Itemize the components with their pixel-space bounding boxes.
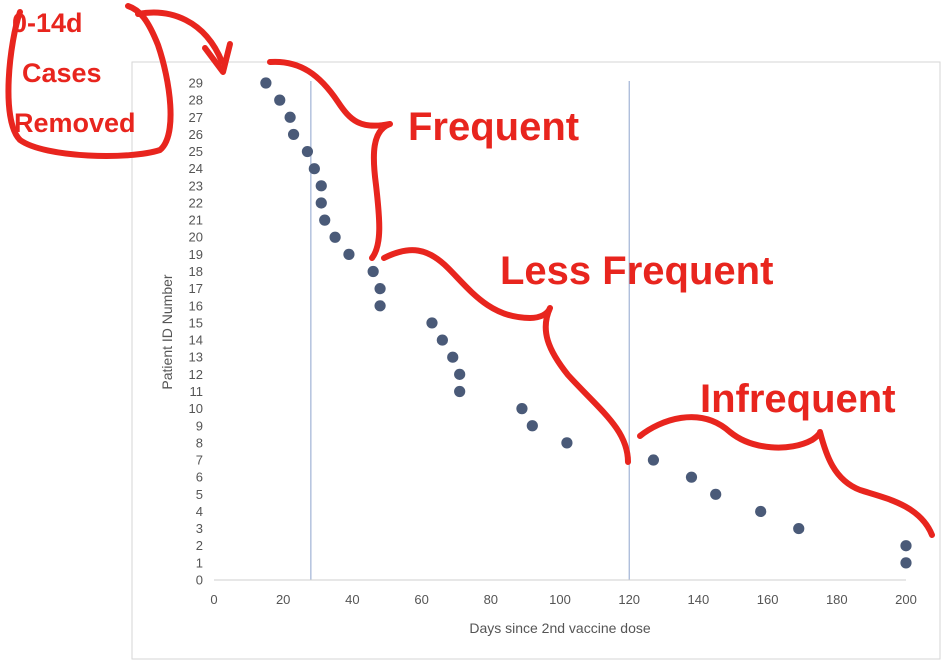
data-point (319, 214, 331, 226)
data-point (900, 540, 912, 552)
y-tick-label: 9 (196, 418, 203, 433)
data-point (343, 248, 355, 260)
y-tick-label: 21 (189, 213, 203, 228)
data-point (436, 334, 448, 346)
data-point (329, 231, 341, 243)
y-tick-label: 16 (189, 298, 203, 313)
data-point (710, 488, 722, 500)
y-tick-label: 4 (196, 504, 203, 519)
removed-note-line-1: 0-14d (12, 8, 83, 38)
data-point (454, 385, 466, 398)
y-tick-label: 19 (189, 247, 203, 262)
less-frequent-bracket (381, 247, 631, 465)
x-tick-label: 180 (826, 592, 848, 607)
removed-note-circle (5, 3, 174, 159)
data-point (374, 300, 386, 312)
data-point (315, 180, 327, 192)
reference-lines (310, 81, 630, 580)
x-tick-label: 140 (688, 592, 710, 607)
removed-note-line-2: Cases (22, 58, 102, 88)
x-tick-labels: 0 20 40 60 80 100 120 140 160 180 200 (210, 592, 916, 607)
data-point (274, 94, 286, 106)
x-tick-label: 200 (895, 592, 917, 607)
x-tick-label: 80 (484, 592, 498, 607)
data-point (516, 403, 528, 415)
y-tick-label: 6 (196, 470, 203, 485)
x-tick-label: 160 (757, 592, 779, 607)
data-point (526, 420, 538, 432)
handwritten-annotations: 0-14d Cases Removed Frequent Less Freque… (5, 3, 935, 538)
data-point (647, 454, 660, 466)
data-point (447, 351, 459, 363)
frequent-bracket (267, 58, 393, 261)
y-tick-labels: 0123456789101112131415161718192021222324… (189, 76, 203, 588)
data-point (454, 368, 466, 380)
y-tick-label: 0 (196, 573, 203, 588)
data-point (793, 522, 805, 535)
x-tick-label: 40 (345, 592, 359, 607)
data-point (284, 111, 296, 123)
data-point (426, 317, 438, 329)
x-axis-title: Days since 2nd vaccine dose (469, 620, 651, 636)
y-tick-label: 29 (189, 76, 203, 91)
data-point (374, 283, 386, 295)
y-tick-label: 22 (189, 195, 203, 210)
less-frequent-label: Less Frequent (500, 249, 773, 293)
data-point (755, 505, 767, 518)
data-point (900, 557, 912, 569)
y-tick-label: 27 (189, 110, 203, 125)
y-tick-label: 15 (189, 315, 203, 330)
y-tick-label: 12 (189, 367, 203, 382)
data-point (367, 265, 379, 278)
y-tick-label: 5 (196, 487, 203, 502)
removed-note-arrow (135, 9, 225, 65)
y-tick-label: 13 (189, 350, 203, 365)
data-point (287, 128, 300, 141)
y-tick-label: 8 (196, 435, 203, 450)
y-tick-label: 28 (189, 93, 203, 108)
x-tick-label: 120 (618, 592, 640, 607)
y-tick-label: 10 (189, 401, 203, 416)
y-tick-label: 24 (189, 161, 203, 176)
y-tick-label: 7 (196, 453, 203, 468)
x-tick-label: 60 (414, 592, 428, 607)
infrequent-bracket (637, 414, 935, 538)
y-tick-label: 26 (189, 127, 203, 142)
y-tick-label: 1 (196, 555, 203, 570)
data-points (260, 77, 912, 569)
y-tick-label: 23 (189, 178, 203, 193)
x-tick-label: 20 (276, 592, 290, 607)
y-axis-title: Patient ID Number (159, 274, 175, 389)
removed-note-arrow-head (202, 41, 233, 75)
y-tick-label: 11 (190, 384, 204, 399)
infrequent-label: Infrequent (700, 377, 896, 421)
y-tick-label: 14 (189, 333, 203, 348)
y-tick-label: 17 (189, 281, 203, 296)
removed-note-line-3: Removed (14, 108, 136, 138)
y-tick-label: 20 (189, 230, 203, 245)
data-point (308, 163, 320, 175)
x-tick-label: 100 (549, 592, 571, 607)
y-tick-label: 2 (196, 538, 203, 553)
data-point (315, 197, 327, 209)
y-tick-label: 18 (189, 264, 203, 279)
y-tick-label: 3 (196, 521, 203, 536)
data-point (685, 471, 698, 483)
frequent-label: Frequent (408, 105, 579, 149)
data-point (561, 437, 573, 449)
y-tick-label: 25 (189, 144, 203, 159)
plot-frame (131, 61, 941, 660)
data-point (301, 145, 314, 158)
data-point (260, 77, 272, 89)
x-tick-label: 0 (210, 592, 217, 607)
